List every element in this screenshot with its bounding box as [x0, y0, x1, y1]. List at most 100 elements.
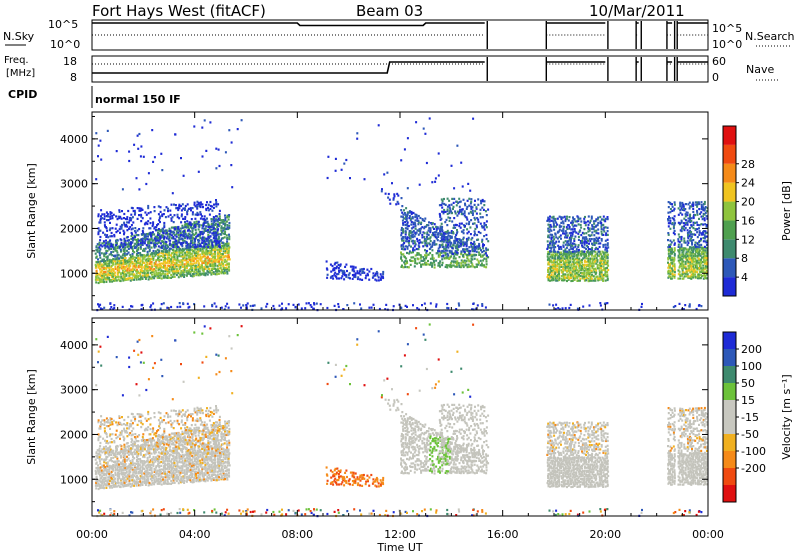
- power-cell: [157, 237, 160, 240]
- power-cell: [597, 216, 600, 219]
- power-cell: [593, 250, 596, 253]
- power-cell: [669, 222, 672, 225]
- power-cell: [182, 231, 185, 235]
- power-cell: [401, 237, 404, 240]
- power-cell: [214, 267, 216, 270]
- power-cell: [587, 234, 590, 237]
- power-cell: [695, 266, 697, 269]
- power-cell: [131, 227, 134, 230]
- power-cell: [569, 251, 572, 254]
- power-cell: [595, 246, 598, 249]
- power-cell: [566, 279, 568, 283]
- power-cell: [594, 279, 597, 282]
- power-cell: [382, 270, 385, 274]
- power-cell: [97, 227, 100, 230]
- power-cell: [585, 276, 588, 279]
- power-cell: [669, 269, 672, 272]
- power-cell: [702, 230, 705, 233]
- power-cell: [115, 239, 117, 242]
- power-cell: [681, 225, 684, 228]
- power-cell: [199, 259, 202, 262]
- power-cell: [579, 242, 582, 245]
- power-cell: [145, 258, 148, 261]
- power-cell: [124, 217, 127, 221]
- power-cell: [589, 240, 592, 243]
- power-cell: [204, 261, 207, 264]
- power-cell: [100, 278, 103, 281]
- power-cell: [561, 256, 564, 260]
- power-cell: [688, 248, 691, 251]
- power-cell: [581, 241, 584, 245]
- power-cell: [420, 265, 423, 268]
- velocity-cell: [96, 480, 99, 483]
- power-cell: [109, 213, 112, 216]
- power-cell: [133, 238, 136, 241]
- power-cell: [408, 211, 411, 214]
- power-cell: [126, 259, 129, 262]
- power-cell: [671, 269, 674, 272]
- power-cell: [689, 257, 691, 260]
- power-cell: [406, 237, 409, 240]
- power-cell: [191, 207, 194, 210]
- power-cell: [683, 229, 686, 232]
- power-cell: [429, 263, 431, 266]
- power-cell: [128, 269, 131, 272]
- power-cell: [202, 250, 205, 253]
- power-cell: [684, 262, 687, 265]
- power-cell: [174, 259, 177, 262]
- power-cell: [583, 228, 586, 231]
- power-cell: [223, 220, 226, 223]
- power-cell: [193, 125, 196, 128]
- power-cell: [449, 235, 452, 238]
- power-cell: [688, 207, 691, 210]
- power-cell: [400, 265, 403, 268]
- power-cell: [216, 268, 219, 271]
- power-cell: [479, 259, 482, 262]
- power-cell: [690, 235, 693, 238]
- power-cell: [423, 258, 426, 261]
- power-cell: [139, 265, 142, 268]
- power-cell: [700, 208, 703, 211]
- power-cell: [440, 217, 443, 220]
- velocity-cell: [109, 466, 111, 469]
- power-cell: [679, 258, 682, 262]
- power-cell: [571, 223, 574, 226]
- power-cell: [138, 278, 140, 281]
- power-cell: [457, 212, 460, 215]
- power-cell: [337, 267, 340, 270]
- power-cell: [319, 303, 322, 306]
- power-cell: [224, 247, 227, 250]
- power-cell: [698, 240, 701, 243]
- power-cell: [419, 232, 422, 235]
- power-cell: [548, 220, 551, 223]
- power-cell: [170, 266, 173, 269]
- power-cell: [189, 207, 192, 210]
- power-cell: [287, 303, 290, 306]
- power-cell: [470, 241, 473, 244]
- velocity-cell: [131, 474, 134, 478]
- power-cell: [605, 233, 608, 237]
- power-cell: [129, 265, 132, 268]
- velocity-cell: [98, 485, 101, 488]
- power-cell: [105, 242, 108, 245]
- power-cell: [162, 254, 165, 257]
- power-cell: [123, 223, 126, 226]
- power-cell: [445, 241, 448, 244]
- power-cell: [401, 259, 404, 262]
- power-cell: [416, 240, 419, 243]
- power-cell: [556, 279, 559, 282]
- power-cell: [206, 273, 209, 276]
- power-cell: [679, 263, 682, 266]
- power-cell: [556, 217, 559, 220]
- power-cell: [681, 260, 684, 263]
- power-cell: [603, 263, 606, 266]
- power-cell: [173, 234, 176, 237]
- power-cell: [409, 263, 412, 266]
- power-cell: [180, 204, 182, 208]
- power-cell: [184, 235, 187, 238]
- power-cell: [95, 276, 98, 280]
- power-cell: [124, 246, 127, 249]
- power-cell: [572, 216, 574, 219]
- power-cell: [135, 270, 138, 273]
- power-cell: [106, 255, 109, 258]
